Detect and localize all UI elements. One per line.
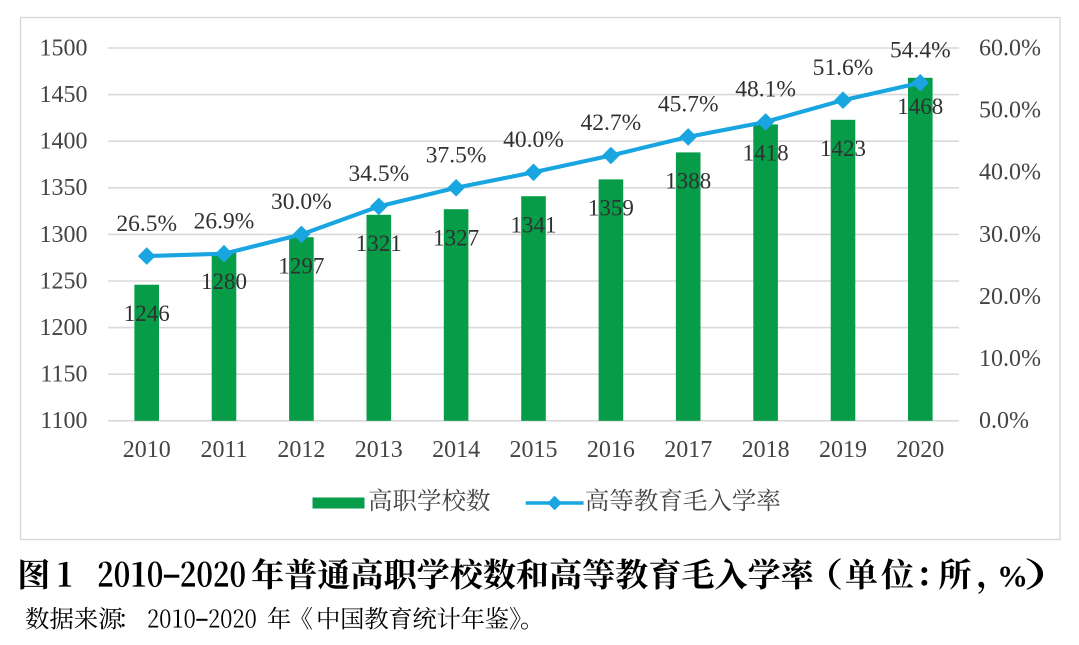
svg-text:1297: 1297 bbox=[278, 253, 324, 278]
svg-text:1388: 1388 bbox=[665, 169, 711, 194]
svg-text:40.0%: 40.0% bbox=[503, 127, 564, 153]
svg-text:45.7%: 45.7% bbox=[658, 92, 719, 118]
svg-text:20.0%: 20.0% bbox=[979, 284, 1041, 310]
svg-text:2014: 2014 bbox=[432, 437, 480, 463]
svg-text:37.5%: 37.5% bbox=[426, 143, 487, 169]
svg-text:1246: 1246 bbox=[124, 301, 170, 326]
svg-text:0.0%: 0.0% bbox=[979, 408, 1029, 434]
svg-text:48.1%: 48.1% bbox=[735, 77, 796, 103]
svg-text:42.7%: 42.7% bbox=[581, 110, 642, 136]
svg-text:1300: 1300 bbox=[40, 222, 88, 248]
svg-text:2013: 2013 bbox=[355, 437, 403, 463]
svg-text:1321: 1321 bbox=[356, 231, 402, 256]
svg-text:1468: 1468 bbox=[897, 94, 943, 119]
svg-text:34.5%: 34.5% bbox=[348, 161, 409, 187]
svg-text:2017: 2017 bbox=[664, 437, 712, 463]
svg-text:1250: 1250 bbox=[40, 268, 88, 294]
svg-text:30.0%: 30.0% bbox=[271, 189, 332, 215]
svg-text:1100: 1100 bbox=[40, 408, 87, 434]
svg-text:60.0%: 60.0% bbox=[979, 35, 1041, 61]
svg-text:40.0%: 40.0% bbox=[979, 160, 1041, 186]
svg-text:54.4%: 54.4% bbox=[890, 38, 951, 64]
svg-text:30.0%: 30.0% bbox=[979, 222, 1041, 248]
svg-text:2012: 2012 bbox=[277, 437, 325, 463]
svg-text:1450: 1450 bbox=[40, 82, 88, 108]
svg-text:10.0%: 10.0% bbox=[979, 346, 1041, 372]
svg-text:1500: 1500 bbox=[40, 35, 88, 61]
svg-text:1150: 1150 bbox=[40, 362, 87, 388]
svg-text:2016: 2016 bbox=[587, 437, 635, 463]
svg-text:1341: 1341 bbox=[511, 212, 557, 237]
svg-text:2011: 2011 bbox=[200, 437, 247, 463]
svg-text:%: % bbox=[997, 559, 1028, 594]
svg-text:1350: 1350 bbox=[40, 175, 88, 201]
svg-text:2018: 2018 bbox=[742, 437, 790, 463]
svg-text:2019: 2019 bbox=[819, 437, 867, 463]
svg-text:1418: 1418 bbox=[743, 141, 789, 166]
svg-text:2010: 2010 bbox=[123, 437, 171, 463]
svg-text:1359: 1359 bbox=[588, 196, 634, 221]
svg-text:2020: 2020 bbox=[896, 437, 944, 463]
svg-text:51.6%: 51.6% bbox=[813, 55, 874, 81]
svg-text:26.9%: 26.9% bbox=[194, 208, 255, 234]
svg-text:26.5%: 26.5% bbox=[116, 211, 177, 237]
svg-text:2015: 2015 bbox=[510, 437, 558, 463]
svg-text:1400: 1400 bbox=[40, 129, 88, 155]
svg-text:1200: 1200 bbox=[40, 315, 88, 341]
svg-text:1280: 1280 bbox=[201, 269, 247, 294]
svg-text:1423: 1423 bbox=[820, 136, 866, 161]
svg-text:50.0%: 50.0% bbox=[979, 98, 1041, 124]
svg-text:1327: 1327 bbox=[433, 225, 479, 250]
